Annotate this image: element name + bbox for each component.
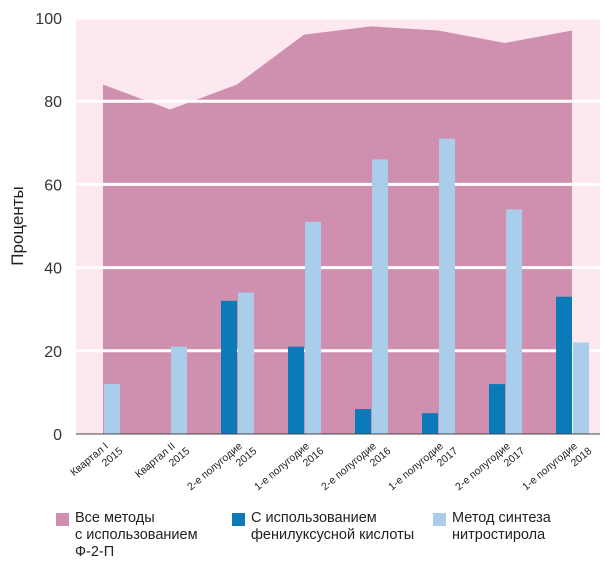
x-tick-label-line: 1-е полугодие — [252, 440, 312, 493]
legend-item-all-methods: Все методы с использованием Ф-2-П — [56, 510, 198, 561]
y-axis-label: Проценты — [8, 186, 27, 266]
x-tick-label-line: 2-е полугодие — [453, 440, 513, 493]
bar-phenylacetic-7 — [556, 296, 572, 434]
bar-nitrostyrene-3 — [305, 221, 321, 434]
legend-label-phenylacetic: С использованием фенилуксусной кислоты — [251, 510, 415, 543]
legend-label-nitrostyrene: Метод синтеза нитростирола — [452, 510, 551, 543]
x-tick-label-1: Квартал II2015 — [133, 435, 192, 491]
bar-phenylacetic-3 — [288, 346, 304, 434]
legend-item-nitrostyrene: Метод синтеза нитростирола — [433, 510, 551, 544]
bar-phenylacetic-4 — [355, 409, 371, 434]
x-tick-label-4: 2-е полугодие2016 — [319, 435, 393, 500]
y-tick-label-40: 40 — [44, 261, 62, 278]
legend-label-all-methods: Все методы с использованием Ф-2-П — [75, 510, 198, 560]
legend-swatch-nitrostyrene — [433, 513, 446, 526]
legend: Все методы с использованием Ф-2-П С испо… — [0, 510, 605, 571]
x-tick-label-7: 1-е полугодие2018 — [520, 435, 594, 500]
chart-area: 0 20 40 60 80 100 Проценты Квартал I2015 Квартал… — [8, 11, 600, 500]
y-tick-label-80: 80 — [44, 94, 62, 111]
x-tick-label-5: 1-е полугодие2017 — [386, 435, 460, 500]
y-tick-label-60: 60 — [44, 177, 62, 194]
y-tick-label-0: 0 — [53, 427, 62, 444]
bar-nitrostyrene-2 — [238, 292, 254, 434]
y-tick-label-100: 100 — [35, 11, 62, 28]
x-tick-label-line: 2-е полугодие — [319, 440, 379, 493]
bar-nitrostyrene-0 — [104, 384, 120, 434]
bar-nitrostyrene-1 — [171, 346, 187, 434]
x-tick-label-0: Квартал I2015 — [68, 435, 125, 489]
x-tick-label-line: 2-е полугодие — [185, 440, 245, 493]
legend-item-phenylacetic: С использованием фенилуксусной кислоты — [232, 510, 414, 544]
x-tick-label-line: 1-е полугодие — [520, 440, 580, 493]
bar-phenylacetic-5 — [422, 413, 438, 434]
legend-swatch-all-methods — [56, 513, 69, 526]
bar-nitrostyrene-7 — [573, 342, 589, 434]
chart-svg: 0 20 40 60 80 100 Проценты Квартал I2015 Квартал… — [8, 11, 600, 500]
y-tick-label-20: 20 — [44, 344, 62, 361]
bar-phenylacetic-2 — [221, 300, 237, 434]
legend-swatch-phenylacetic — [232, 513, 245, 526]
bar-nitrostyrene-5 — [439, 138, 455, 434]
x-tick-label-6: 2-е полугодие2017 — [453, 435, 527, 500]
x-tick-label-2: 2-е полугодие2015 — [185, 435, 259, 500]
x-tick-label-line: 1-е полугодие — [386, 440, 446, 493]
bar-phenylacetic-6 — [489, 384, 505, 434]
x-tick-label-3: 1-е полугодие2016 — [252, 435, 326, 500]
bar-nitrostyrene-4 — [372, 159, 388, 434]
bar-nitrostyrene-6 — [506, 209, 522, 434]
